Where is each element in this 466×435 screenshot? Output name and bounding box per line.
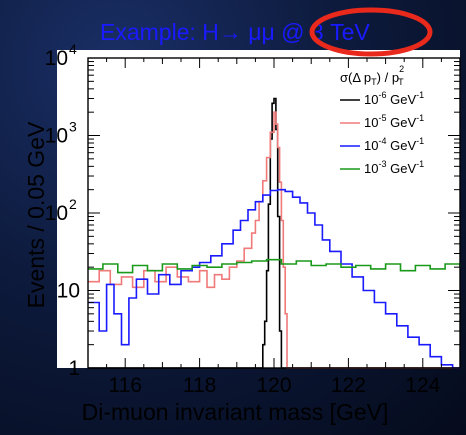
- legend-label-1: 10-5 GeV-1: [364, 113, 424, 130]
- x-tick-label: 124: [405, 374, 440, 397]
- chart-title: Example: H→ μμ @ 3 TeV: [100, 19, 370, 45]
- y-tick-label: 10: [57, 280, 80, 303]
- legend-label-3: 10-3 GeV-1: [364, 159, 424, 176]
- y-tick-exponent: 4: [69, 41, 77, 57]
- highlight-circle: [309, 7, 433, 57]
- x-tick-label: 116: [108, 374, 141, 397]
- x-tick-label: 118: [183, 374, 216, 397]
- y-tick-label: 1: [68, 357, 80, 380]
- y-tick-label: 10: [45, 125, 68, 148]
- x-tick-label: 122: [331, 374, 366, 397]
- y-axis-title: Events / 0.05 GeV: [23, 121, 49, 308]
- x-tick-label: 120: [256, 374, 291, 397]
- y-tick-exponent: 2: [69, 196, 77, 212]
- legend-label-0: 10-6 GeV-1: [364, 90, 424, 107]
- legend: σ(Δ pT) / p2 T 10-6 GeV-1 10-5 GeV-1 10-4 G…: [340, 64, 424, 176]
- series-line-2: [88, 188, 460, 369]
- y-tick-label: 10: [45, 47, 68, 70]
- series-line-3: [88, 258, 461, 274]
- series-layer: [88, 97, 461, 369]
- x-axis: 116 118 120 122 124: [87, 58, 461, 397]
- series-line-0: [88, 97, 460, 369]
- legend-title: σ(Δ pT) / p2 T: [340, 64, 404, 87]
- series-line-1: [88, 111, 460, 369]
- x-axis-title: Di-muon invariant mass [GeV]: [82, 399, 389, 425]
- y-tick-label: 10: [45, 202, 68, 225]
- legend-label-2: 10-4 GeV-1: [364, 136, 424, 153]
- y-tick-exponent: 3: [69, 119, 77, 135]
